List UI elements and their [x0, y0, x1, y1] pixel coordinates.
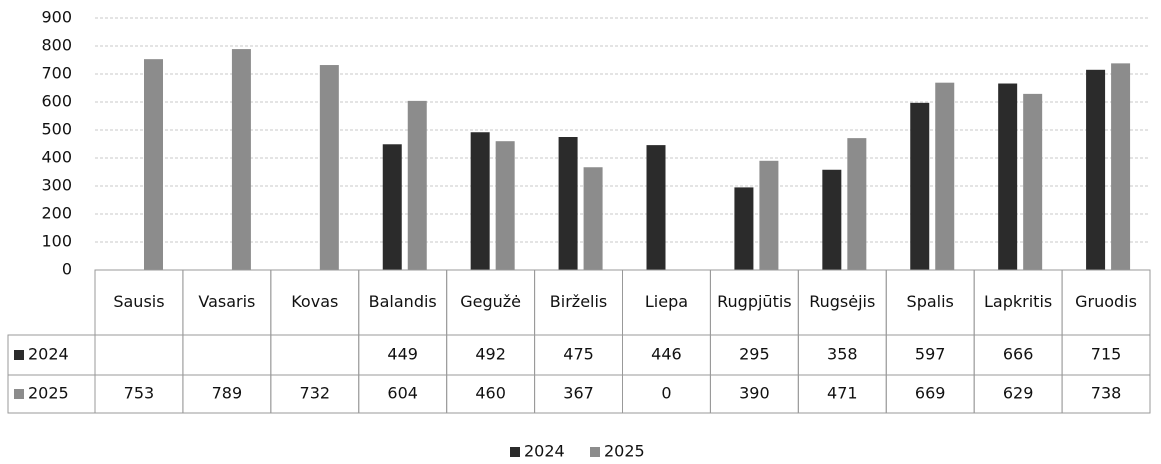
table-value: 449: [387, 345, 418, 364]
table-value: 460: [475, 384, 506, 403]
table-row: [7, 374, 1151, 414]
table-value: 295: [739, 345, 770, 364]
table-value: 446: [651, 345, 682, 364]
legend-key: [510, 447, 520, 457]
bar: [558, 137, 578, 270]
bar: [470, 132, 490, 270]
table-value: 789: [212, 384, 243, 403]
bar: [646, 145, 666, 270]
category-label: Birželis: [550, 292, 607, 311]
table-value: 492: [475, 345, 506, 364]
bar: [1086, 69, 1106, 270]
bar: [231, 49, 251, 270]
bar: [910, 102, 930, 270]
y-tick-label: 800: [41, 36, 72, 55]
bar: [382, 144, 402, 270]
table-value: 604: [387, 384, 418, 403]
table-value: 738: [1091, 384, 1122, 403]
table-value: 358: [827, 345, 858, 364]
table-value: 666: [1003, 345, 1034, 364]
table-value: 629: [1003, 384, 1034, 403]
bar: [935, 82, 955, 271]
bar: [1023, 93, 1043, 270]
bar: [1111, 63, 1131, 270]
table-value: 753: [124, 384, 155, 403]
table-series-name: 2024: [28, 345, 69, 364]
bar: [734, 187, 754, 270]
category-label: Rugsėjis: [809, 292, 875, 311]
table-value: 475: [563, 345, 594, 364]
table-value: 732: [300, 384, 331, 403]
legend-label: 2025: [604, 442, 645, 461]
bar: [407, 100, 427, 270]
legend-key: [590, 447, 600, 457]
y-tick-label: 300: [41, 176, 72, 195]
table-value: 597: [915, 345, 946, 364]
y-tick-label: 600: [41, 92, 72, 111]
bar: [495, 141, 515, 270]
table-legend-key: [14, 389, 24, 399]
category-label: Spalis: [907, 292, 954, 311]
y-tick-label: 900: [41, 8, 72, 27]
category-label: Lapkritis: [984, 292, 1052, 311]
y-tick-label: 400: [41, 148, 72, 167]
category-label: Sausis: [113, 292, 164, 311]
table-value: 390: [739, 384, 770, 403]
table-value: 669: [915, 384, 946, 403]
y-tick-label: 0: [62, 260, 72, 279]
category-label: Kovas: [291, 292, 338, 311]
y-tick-label: 700: [41, 64, 72, 83]
bar: [144, 59, 163, 270]
table-value: 471: [827, 384, 858, 403]
table-legend-key: [14, 350, 24, 360]
bar: [583, 167, 603, 270]
bar: [998, 83, 1018, 271]
category-label: Gruodis: [1075, 292, 1137, 311]
table-value: 367: [563, 384, 594, 403]
y-tick-label: 100: [41, 232, 72, 251]
bar: [319, 65, 339, 270]
bar: [759, 160, 779, 270]
table-value: 715: [1091, 345, 1122, 364]
category-label: Balandis: [369, 292, 437, 311]
legend-label: 2024: [524, 442, 565, 461]
y-tick-label: 500: [41, 120, 72, 139]
category-label: Vasaris: [198, 292, 255, 311]
category-label: Liepa: [645, 292, 688, 311]
table-value: 0: [661, 384, 671, 403]
category-label: Gegužė: [460, 292, 521, 311]
category-label: Rugpjūtis: [717, 292, 792, 311]
table-series-name: 2025: [28, 384, 69, 403]
y-tick-label: 200: [41, 204, 72, 223]
bar: [847, 138, 867, 270]
bar: [822, 169, 842, 270]
